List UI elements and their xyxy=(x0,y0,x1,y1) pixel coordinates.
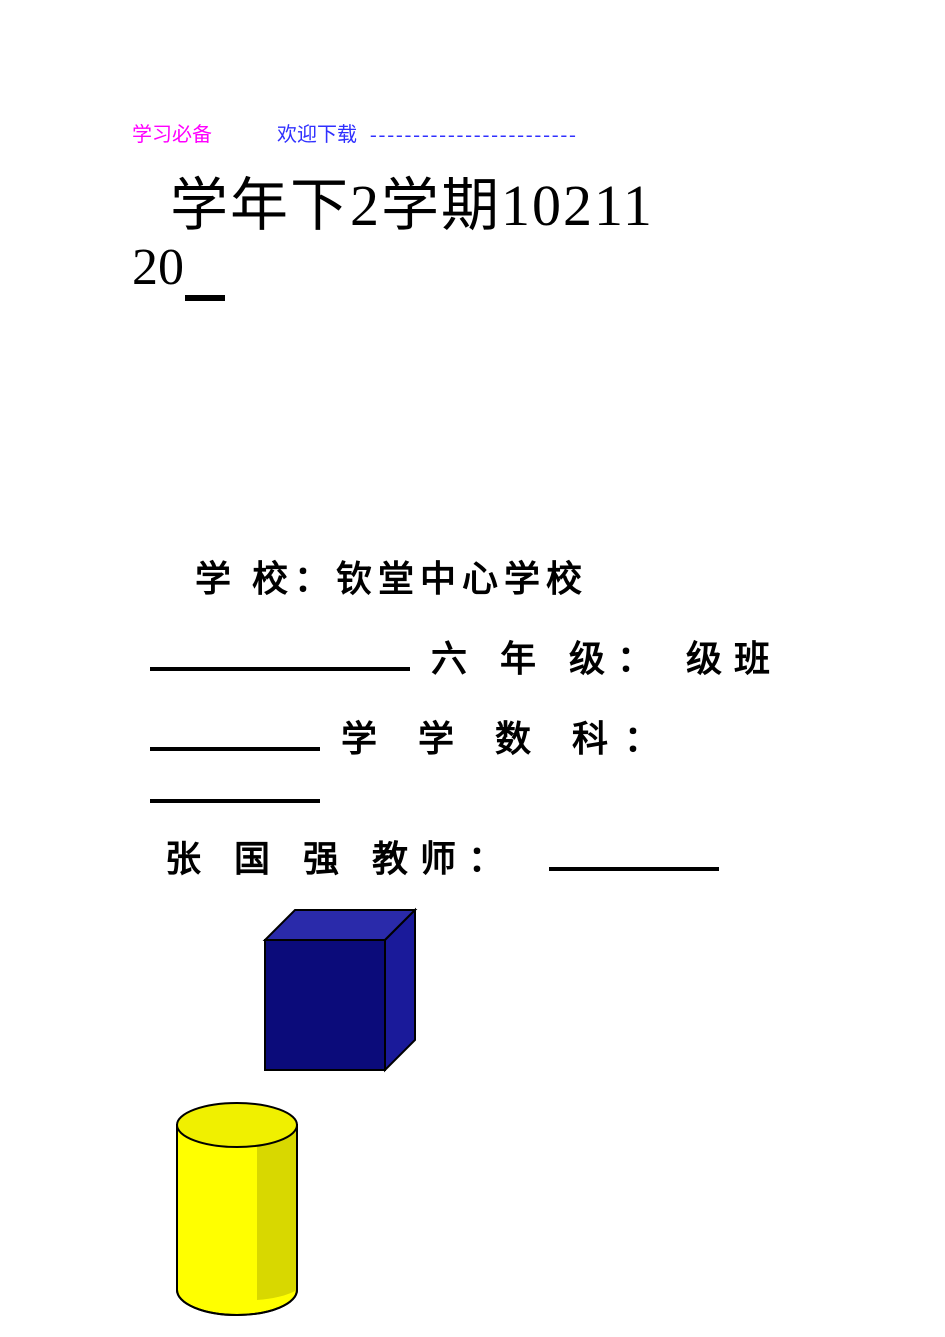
header-right-text: 欢迎下载 xyxy=(277,124,357,146)
teacher-label: 教师： xyxy=(372,839,516,879)
header-dashes: ------------------------ xyxy=(370,124,578,146)
school-value: 钦堂中心学校 xyxy=(336,559,588,599)
title-line-1: 学年下2学期10211 xyxy=(170,158,654,242)
teacher-name: 张 国 强 xyxy=(165,839,351,879)
grade-blank xyxy=(150,667,410,671)
grade-label: 六 年 级： 级班 xyxy=(431,639,782,679)
cylinder-shape xyxy=(162,1095,312,1325)
grade-line: 六 年 级： 级班 xyxy=(150,630,782,682)
page-header: 学习必备 欢迎下载 ------------------------ xyxy=(132,118,578,147)
subject-line: 学 学 数 科： xyxy=(150,710,676,762)
subject-blank-1 xyxy=(150,747,320,751)
title-underscore xyxy=(185,295,225,301)
subject-line-2 xyxy=(150,770,320,812)
teacher-blank xyxy=(549,867,719,871)
subject-label: 学 学 数 科： xyxy=(341,719,676,759)
school-label: 学 校： xyxy=(195,559,336,599)
school-line: 学 校：钦堂中心学校 xyxy=(195,550,588,602)
teacher-line: 张 国 强 教师： xyxy=(165,830,719,882)
header-left-text: 学习必备 xyxy=(132,124,212,146)
title-line-2: 20 xyxy=(132,238,184,297)
cube-shape xyxy=(225,905,425,1105)
subject-blank-2 xyxy=(150,799,320,803)
